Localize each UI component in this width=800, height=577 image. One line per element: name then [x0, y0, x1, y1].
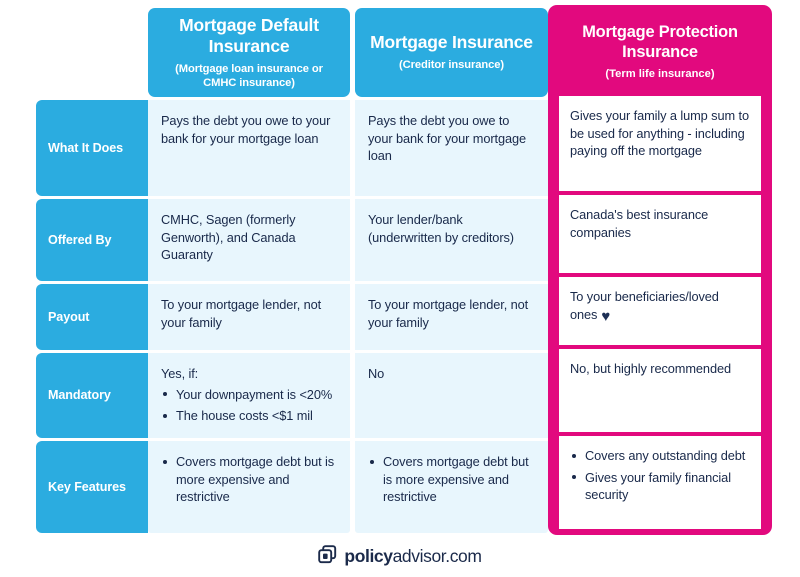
- cell-text: Pays the debt you owe to your bank for y…: [161, 113, 331, 146]
- cell-text-value: To your beneficiaries/loved ones: [570, 289, 719, 322]
- row-label-text: Offered By: [48, 232, 112, 247]
- cell-text: CMHC, Sagen (formerly Genworth), and Can…: [161, 212, 296, 262]
- cell-bullet-list: Covers any outstanding debt Gives your f…: [570, 447, 750, 504]
- row-label-key-features: Key Features: [36, 441, 148, 533]
- column-subtitle: (Creditor insurance): [399, 59, 504, 72]
- cell-text: No: [368, 366, 385, 381]
- cell-lead-text: Yes, if:: [161, 366, 199, 381]
- cell-offered-by-col1: CMHC, Sagen (formerly Genworth), and Can…: [148, 199, 350, 281]
- cell-bullet-list: Your downpayment is <20% The house costs…: [161, 386, 337, 425]
- brand-name-bold: policy: [344, 546, 393, 566]
- list-item: The house costs <$1 mil: [161, 407, 337, 425]
- row-label-what-it-does: What It Does: [36, 100, 148, 196]
- cell-key-features-col1: Covers mortgage debt but is more expensi…: [148, 441, 350, 533]
- column-subtitle: (Term life insurance): [605, 67, 715, 80]
- cell-key-features-col3: Covers any outstanding debt Gives your f…: [559, 435, 761, 529]
- cell-payout-col2: To your mortgage lender, not your family: [355, 284, 548, 350]
- row-label-text: Payout: [48, 309, 90, 324]
- cell-offered-by-col2: Your lender/bank (underwritten by credit…: [355, 199, 548, 281]
- heart-icon: ♥: [601, 307, 611, 325]
- cell-text: Pays the debt you owe to your bank for y…: [368, 113, 527, 163]
- cell-bullet-list: Covers mortgage debt but is more expensi…: [161, 453, 337, 506]
- column-title: Mortgage Default Insurance: [179, 15, 319, 56]
- row-label-offered-by: Offered By: [36, 199, 148, 281]
- cell-payout-col3: To your beneficiaries/loved ones ♥: [559, 276, 761, 346]
- cell-key-features-col2: Covers mortgage debt but is more expensi…: [355, 441, 548, 533]
- footer: policyadvisor.com: [0, 536, 800, 577]
- policyadvisor-logo[interactable]: policyadvisor.com: [318, 544, 482, 569]
- cell-what-it-does-col1: Pays the debt you owe to your bank for y…: [148, 100, 350, 196]
- column-subtitle: (Mortgage loan insurance or CMHC insuran…: [175, 63, 323, 89]
- brand-name-light: advisor.com: [392, 546, 482, 566]
- cell-text: Your lender/bank (underwritten by credit…: [368, 212, 514, 245]
- row-label-mandatory: Mandatory: [36, 353, 148, 438]
- cell-mandatory-col2: No: [355, 353, 548, 438]
- column-title: Mortgage Protection Insurance: [582, 22, 738, 61]
- row-label-text: Key Features: [48, 479, 126, 494]
- cell-text: To your beneficiaries/loved ones ♥: [570, 288, 750, 325]
- brand-name: policyadvisor.com: [344, 546, 482, 567]
- cell-bullet-list: Covers mortgage debt but is more expensi…: [368, 453, 535, 506]
- row-label-text: Mandatory: [48, 388, 111, 402]
- cell-what-it-does-col3: Gives your family a lump sum to be used …: [559, 96, 761, 192]
- cell-text: Gives your family a lump sum to be used …: [570, 108, 749, 158]
- cell-mandatory-col1: Yes, if: Your downpayment is <20% The ho…: [148, 353, 350, 438]
- cell-text: To your mortgage lender, not your family: [161, 297, 322, 330]
- list-item: Your downpayment is <20%: [161, 386, 337, 404]
- list-item: Covers mortgage debt but is more expensi…: [161, 453, 337, 506]
- overlapping-squares-icon: [318, 544, 337, 569]
- list-item: Covers mortgage debt but is more expensi…: [368, 453, 535, 506]
- cell-text: No, but highly recommended: [570, 361, 732, 376]
- column-header-mortgage-default-insurance: Mortgage Default Insurance (Mortgage loa…: [148, 8, 350, 97]
- list-item: Covers any outstanding debt: [570, 447, 750, 465]
- cell-text: Canada's best insurance companies: [570, 207, 709, 240]
- cell-text: To your mortgage lender, not your family: [368, 297, 529, 330]
- list-item: Gives your family financial security: [570, 469, 750, 504]
- cell-payout-col1: To your mortgage lender, not your family: [148, 284, 350, 350]
- column-title: Mortgage Insurance: [370, 32, 533, 53]
- row-label-payout: Payout: [36, 284, 148, 350]
- column-header-mortgage-insurance: Mortgage Insurance (Creditor insurance): [355, 8, 548, 97]
- row-label-text: What It Does: [48, 140, 124, 155]
- cell-what-it-does-col2: Pays the debt you owe to your bank for y…: [355, 100, 548, 196]
- cell-offered-by-col3: Canada's best insurance companies: [559, 194, 761, 274]
- cell-mandatory-col3: No, but highly recommended: [559, 348, 761, 433]
- column-header-mortgage-protection-insurance: Mortgage Protection Insurance (Term life…: [558, 9, 762, 94]
